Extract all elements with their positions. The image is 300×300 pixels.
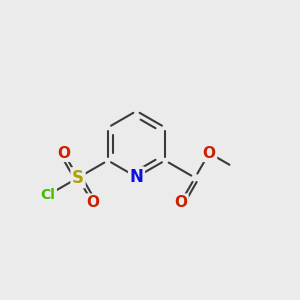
Text: O: O <box>174 195 187 210</box>
Text: O: O <box>57 146 70 160</box>
Text: S: S <box>72 169 84 187</box>
Text: N: N <box>130 168 143 186</box>
Text: O: O <box>203 146 216 160</box>
Text: Cl: Cl <box>41 188 56 202</box>
Text: O: O <box>86 195 99 210</box>
